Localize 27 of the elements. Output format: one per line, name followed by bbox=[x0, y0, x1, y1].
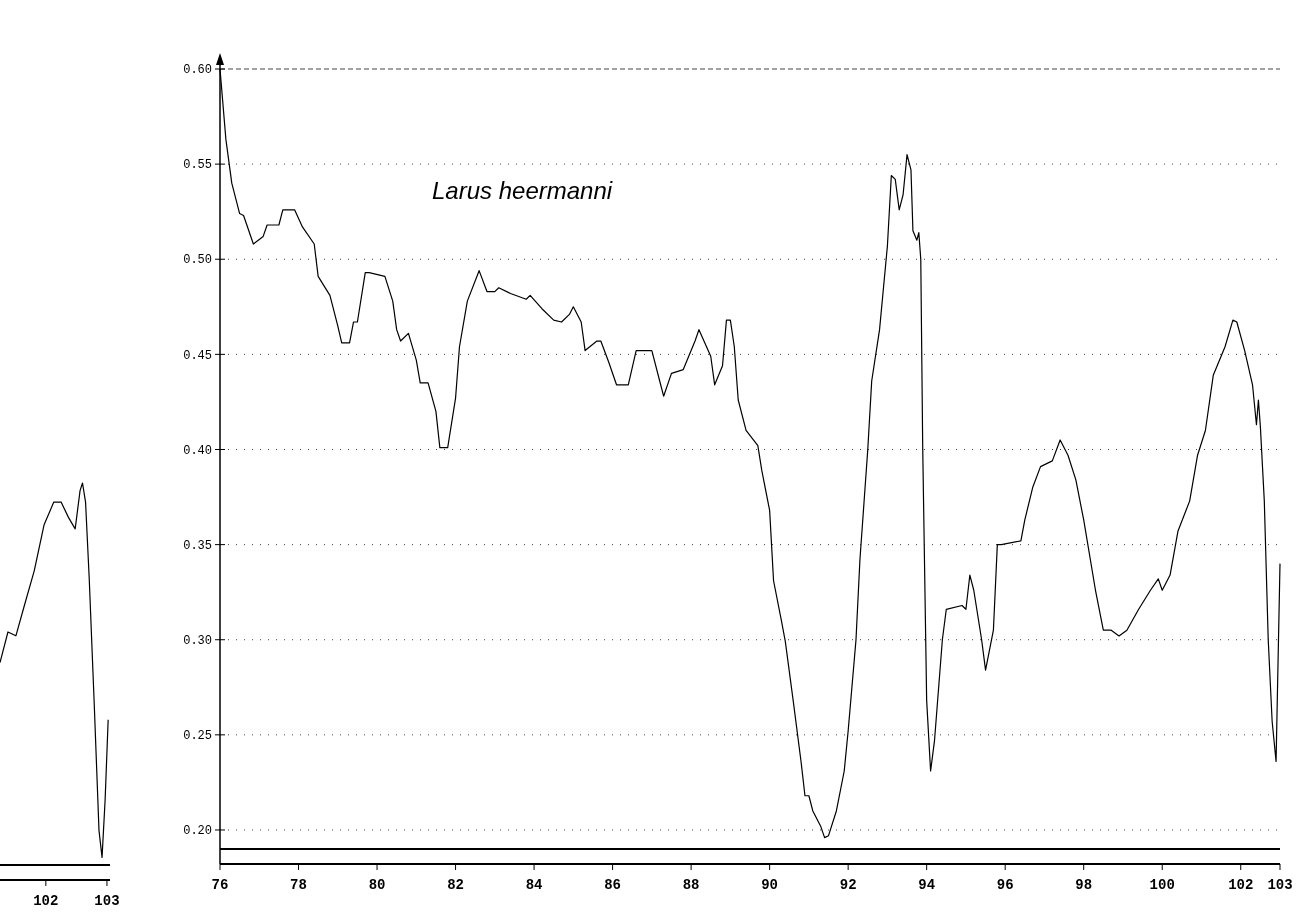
x-tick-label: 76 bbox=[211, 877, 229, 893]
x-tick-label: 94 bbox=[918, 877, 936, 893]
y-tick-label: 0.30 bbox=[183, 633, 212, 648]
x-tick-label: 90 bbox=[761, 877, 779, 893]
x-tick-label: 92 bbox=[839, 877, 857, 893]
x-tick-label: 84 bbox=[525, 877, 543, 893]
x-tick-label: 88 bbox=[682, 877, 700, 893]
y-tick-label: 0.60 bbox=[183, 63, 212, 78]
x-tick-label: 86 bbox=[604, 877, 621, 893]
x-tick-label: 103 bbox=[94, 893, 120, 909]
x-tick-label: 102 bbox=[1228, 877, 1254, 893]
x-tick-label: 102 bbox=[33, 893, 59, 909]
x-tick-label: 103 bbox=[1267, 877, 1293, 893]
x-tick-label: 98 bbox=[1075, 877, 1093, 893]
x-tick-label: 80 bbox=[368, 877, 386, 893]
x-tick-label: 82 bbox=[447, 877, 464, 893]
y-tick-label: 0.40 bbox=[183, 443, 212, 458]
y-tick-label: 0.50 bbox=[183, 253, 212, 268]
text: Larus heermanni bbox=[432, 177, 613, 204]
y-tick-label: 0.25 bbox=[183, 729, 212, 744]
y-tick-label: 0.45 bbox=[183, 348, 212, 363]
y-tick-label: 0.35 bbox=[183, 538, 212, 553]
x-tick-label: 96 bbox=[996, 877, 1014, 893]
x-tick-label: 100 bbox=[1149, 877, 1175, 893]
x-tick-label: 78 bbox=[290, 877, 307, 893]
y-tick-label: 0.55 bbox=[183, 158, 212, 173]
y-tick-label: 0.20 bbox=[183, 824, 212, 839]
